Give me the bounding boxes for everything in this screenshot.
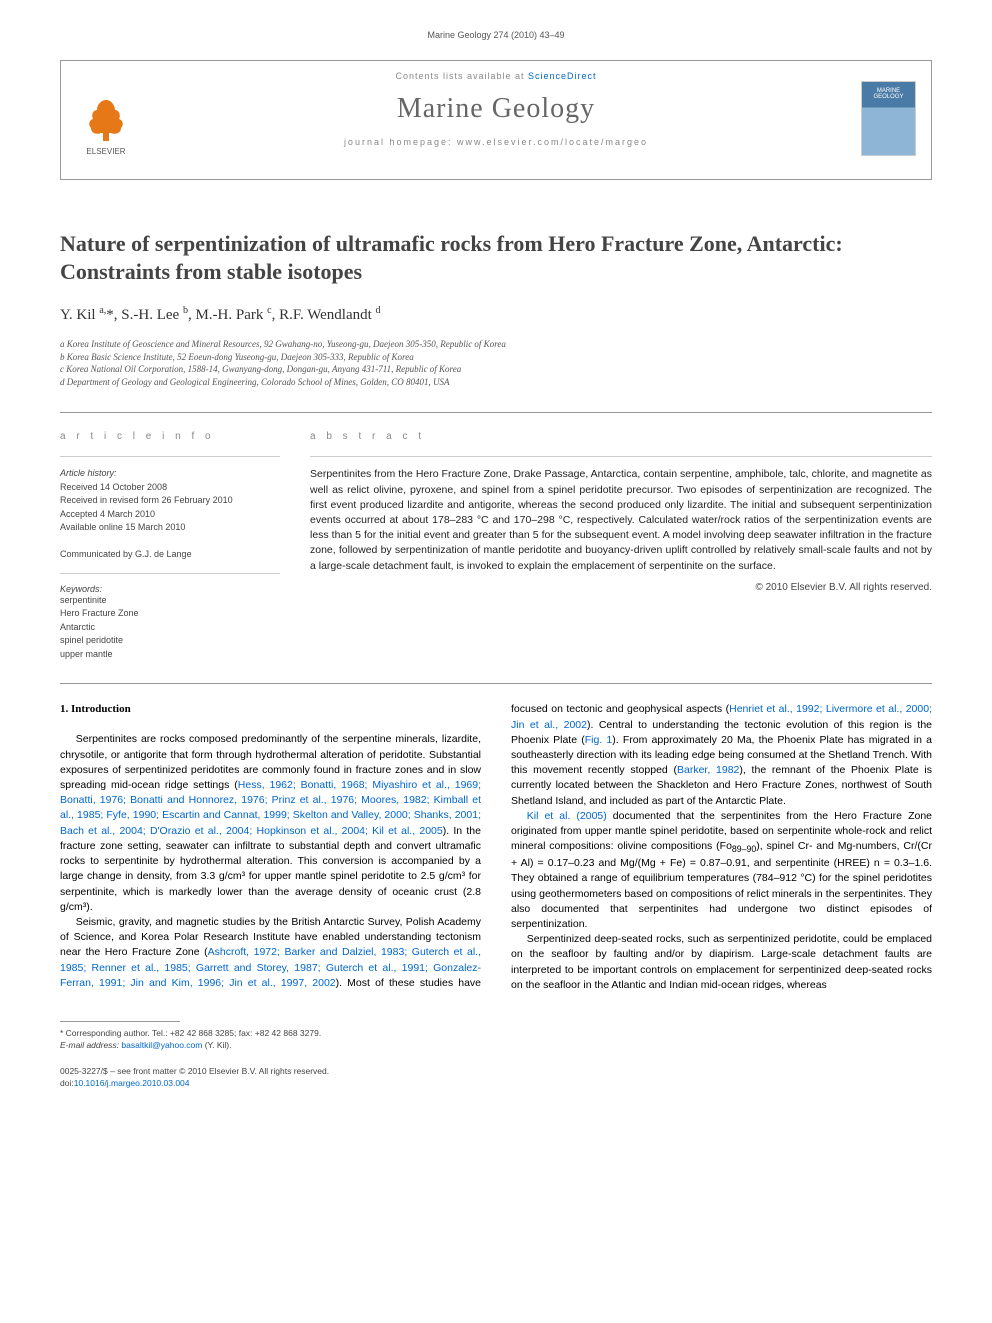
- article-title: Nature of serpentinization of ultramafic…: [60, 230, 932, 285]
- keywords-label: Keywords:: [60, 584, 280, 594]
- article-info-heading: A R T I C L E I N F O: [60, 431, 280, 442]
- article-meta-row: A R T I C L E I N F O Article history: R…: [60, 431, 932, 661]
- affiliation: c Korea National Oil Corporation, 1588-1…: [60, 363, 932, 376]
- authors: Y. Kil a,*, S.-H. Lee b, M.-H. Park c, R…: [60, 305, 932, 324]
- abstract-column: A B S T R A C T Serpentinites from the H…: [310, 431, 932, 661]
- copyright-footer: 0025-3227/$ – see front matter © 2010 El…: [60, 1066, 932, 1090]
- keyword: Antarctic: [60, 621, 280, 635]
- journal-cover-thumbnail: MARINE GEOLOGY: [861, 81, 916, 156]
- history-line: Received in revised form 26 February 201…: [60, 494, 280, 508]
- body-text: 1. Introduction Serpentinites are rocks …: [60, 702, 932, 993]
- affiliations: a Korea Institute of Geoscience and Mine…: [60, 338, 932, 388]
- contents-lists-line: Contents lists available at ScienceDirec…: [161, 71, 831, 81]
- paragraph: Kil et al. (2005) documented that the se…: [511, 809, 932, 932]
- journal-masthead: ELSEVIER Contents lists available at Sci…: [60, 60, 932, 180]
- running-header: Marine Geology 274 (2010) 43–49: [60, 30, 932, 40]
- section-heading: 1. Introduction: [60, 702, 481, 718]
- abstract-copyright: © 2010 Elsevier B.V. All rights reserved…: [310, 582, 932, 593]
- corresponding-author-footnote: * Corresponding author. Tel.: +82 42 868…: [60, 1028, 932, 1052]
- sciencedirect-link[interactable]: ScienceDirect: [528, 71, 597, 81]
- article-history: Article history: Received 14 October 200…: [60, 467, 280, 535]
- keyword: serpentinite: [60, 594, 280, 608]
- history-line: Accepted 4 March 2010: [60, 508, 280, 522]
- history-line: Received 14 October 2008: [60, 481, 280, 495]
- email-link[interactable]: basaltkil@yahoo.com: [121, 1040, 202, 1050]
- footnote-rule: [60, 1021, 180, 1022]
- elsevier-tree-icon: [81, 95, 131, 145]
- history-line: Available online 15 March 2010: [60, 521, 280, 535]
- affiliation: d Department of Geology and Geological E…: [60, 376, 932, 389]
- publisher-name: ELSEVIER: [86, 147, 125, 156]
- keyword: Hero Fracture Zone: [60, 607, 280, 621]
- paragraph: Serpentinites are rocks composed predomi…: [60, 732, 481, 915]
- abstract-heading: A B S T R A C T: [310, 431, 932, 442]
- divider: [60, 683, 932, 684]
- affiliation: b Korea Basic Science Institute, 52 Eoeu…: [60, 351, 932, 364]
- keyword: spinel peridotite: [60, 634, 280, 648]
- journal-title: Marine Geology: [161, 93, 831, 125]
- paragraph: Serpentinized deep-seated rocks, such as…: [511, 932, 932, 993]
- communicated-by: Communicated by G.J. de Lange: [60, 549, 280, 559]
- publisher-logo: ELSEVIER: [76, 86, 136, 156]
- divider: [60, 412, 932, 413]
- journal-homepage: journal homepage: www.elsevier.com/locat…: [161, 137, 831, 147]
- doi-link[interactable]: 10.1016/j.margeo.2010.03.004: [74, 1078, 190, 1088]
- abstract-text: Serpentinites from the Hero Fracture Zon…: [310, 467, 932, 574]
- affiliation: a Korea Institute of Geoscience and Mine…: [60, 338, 932, 351]
- article-info-column: A R T I C L E I N F O Article history: R…: [60, 431, 280, 661]
- keyword: upper mantle: [60, 648, 280, 662]
